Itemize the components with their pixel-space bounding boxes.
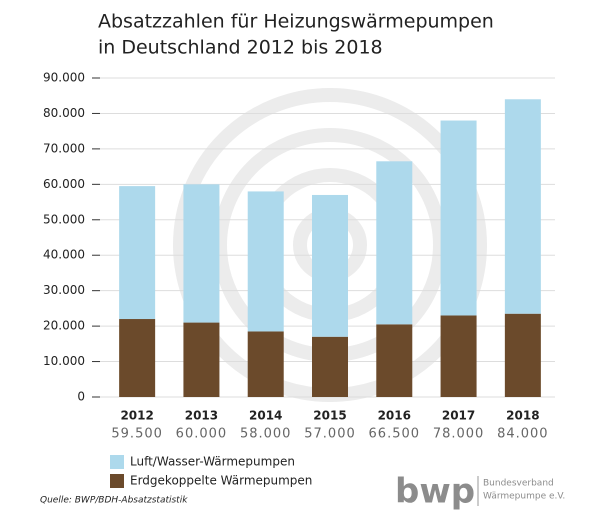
- total-label: 66.500: [369, 427, 421, 442]
- x-tick-label: 2014: [249, 409, 282, 423]
- chart-title: Absatzzahlen für Heizungswärmepumpen: [98, 11, 494, 33]
- y-tick-label: 10.000: [43, 354, 85, 368]
- total-label: 59.500: [111, 427, 163, 442]
- y-tick-label: 0: [77, 390, 85, 404]
- logo-text: Bundesverband: [483, 479, 554, 489]
- x-tick-label: 2017: [442, 409, 475, 423]
- bar-segment: [440, 315, 477, 397]
- y-tick-label: 30.000: [43, 283, 85, 297]
- y-tick-label: 90.000: [43, 71, 85, 85]
- bar-segment: [247, 331, 284, 397]
- chart-title: in Deutschland 2012 bis 2018: [98, 37, 383, 59]
- y-tick-label: 80.000: [43, 106, 85, 120]
- x-tick-label: 2012: [120, 409, 153, 423]
- total-label: 60.000: [176, 427, 228, 442]
- x-tick-label: 2018: [506, 409, 539, 423]
- total-label: 78.000: [433, 427, 485, 442]
- x-tick-label: 2016: [378, 409, 411, 423]
- bar-segment: [312, 336, 348, 397]
- bar-segment: [376, 161, 413, 325]
- legend-label: Luft/Wasser-Wärmepumpen: [130, 455, 295, 469]
- bar-segment: [440, 120, 477, 316]
- y-tick-label: 40.000: [43, 248, 85, 262]
- bar-segment: [504, 99, 541, 314]
- x-tick-label: 2015: [313, 409, 346, 423]
- legend-swatch: [110, 455, 124, 469]
- legend-swatch: [110, 474, 124, 488]
- bar-segment: [183, 322, 220, 397]
- bar-segment: [183, 184, 220, 323]
- total-label: 57.000: [304, 427, 356, 442]
- logo: bwp: [395, 472, 475, 512]
- x-tick-label: 2013: [185, 409, 218, 423]
- bar-segment: [119, 319, 156, 397]
- bar-segment: [247, 191, 284, 332]
- y-tick-label: 20.000: [43, 319, 85, 333]
- y-tick-label: 50.000: [43, 212, 85, 226]
- y-tick-label: 70.000: [43, 141, 85, 155]
- bar-segment: [312, 194, 348, 337]
- total-label: 58.000: [240, 427, 292, 442]
- bar-segment: [376, 324, 413, 397]
- logo-text: Wärmepumpe e.V.: [483, 492, 565, 502]
- source: Quelle: BWP/BDH-Absatzstatistik: [40, 496, 188, 506]
- bar-segment: [504, 313, 541, 397]
- y-tick-label: 60.000: [43, 177, 85, 191]
- legend-label: Erdgekoppelte Wärmepumpen: [130, 474, 312, 488]
- bar-segment: [119, 186, 156, 320]
- total-label: 84.000: [497, 427, 549, 442]
